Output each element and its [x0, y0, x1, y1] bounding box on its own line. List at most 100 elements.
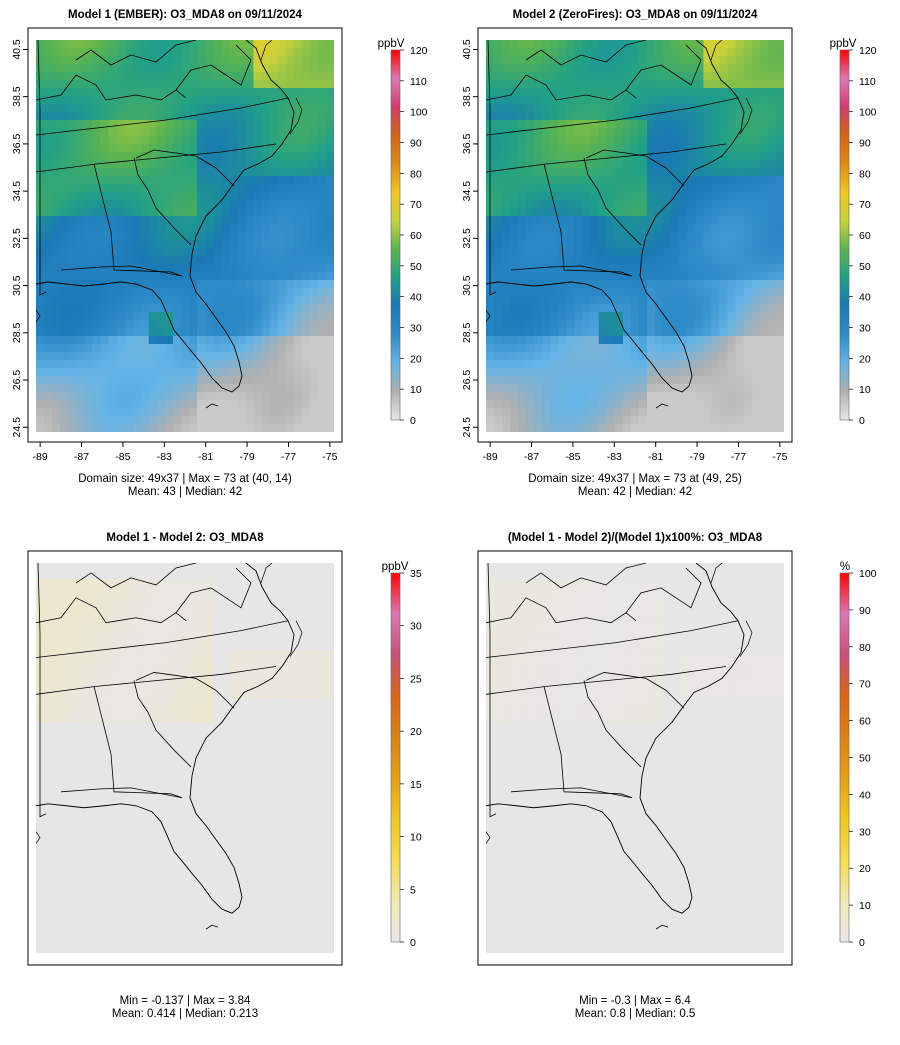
grid-cell [317, 208, 327, 217]
grid-cell [695, 112, 704, 121]
grid-cell [52, 408, 61, 417]
grid-cell [52, 344, 61, 353]
grid-cell [285, 160, 295, 169]
grid-cell [76, 224, 85, 233]
grid-cell [719, 56, 729, 65]
grid-cell [719, 240, 729, 249]
grid-cell [655, 586, 664, 596]
grid-cell [301, 72, 311, 81]
grid-cell [68, 352, 77, 361]
grid-cell [269, 384, 279, 393]
grid-cell [253, 650, 262, 659]
grid-cell [293, 312, 303, 321]
grid-cell [317, 96, 327, 105]
grid-cell [100, 626, 109, 636]
grid-cell [671, 96, 680, 105]
grid-cell [735, 384, 745, 393]
grid-cell [132, 88, 142, 97]
grid-cell [140, 376, 150, 385]
grid-cell [743, 650, 753, 659]
grid-cell [44, 714, 53, 723]
grid-cell [655, 392, 664, 401]
grid-cell [743, 376, 753, 385]
grid-cell [695, 80, 704, 89]
grid-cell [309, 328, 319, 337]
grid-cell [759, 184, 769, 193]
grid-cell [518, 152, 527, 161]
grid-cell [542, 72, 551, 81]
grid-cell [510, 112, 519, 121]
grid-cell [60, 248, 69, 257]
grid-cell [630, 578, 640, 588]
grid-cell [590, 272, 600, 281]
grid-cell [84, 368, 93, 377]
colorbar-tick-label: 110 [859, 76, 876, 88]
grid-cell [494, 368, 503, 377]
grid-cell [245, 216, 254, 225]
grid-cell [751, 650, 761, 659]
grid-cell [156, 392, 166, 401]
grid-cell [542, 88, 551, 97]
grid-cell [711, 368, 720, 377]
grid-cell [695, 424, 704, 432]
grid-cell [76, 352, 85, 361]
grid-cell [639, 424, 648, 432]
grid-cell [550, 48, 559, 57]
grid-cell [197, 160, 206, 169]
grid-cell [510, 184, 519, 193]
grid-cell [759, 296, 769, 305]
grid-cell [84, 64, 93, 73]
grid-cell [68, 120, 77, 129]
grid-cell [590, 200, 600, 209]
grid-cell [751, 400, 761, 409]
grid-cell [293, 320, 303, 329]
grid-cell [558, 384, 567, 393]
grid-cell [679, 336, 688, 345]
grid-cell [132, 706, 142, 715]
grid-cell [317, 666, 327, 675]
grid-cell [164, 48, 174, 57]
grid-cell [630, 658, 640, 667]
grid-cell [92, 642, 101, 651]
grid-cell [261, 112, 270, 121]
grid-cell [269, 112, 279, 121]
grid-cell [671, 152, 680, 161]
grid-cell [486, 56, 495, 65]
grid-cell [116, 200, 125, 209]
grid-cell [534, 248, 543, 257]
grid-cell [639, 200, 648, 209]
colorbar-tick-label: 80 [410, 168, 422, 180]
grid-cell [534, 320, 543, 329]
grid-cell [598, 128, 608, 137]
grid-cell [502, 88, 511, 97]
grid-cell [614, 368, 624, 377]
grid-cell [269, 96, 279, 105]
grid-cell [76, 666, 85, 675]
grid-cell [630, 304, 640, 313]
grid-cell [52, 328, 61, 337]
grid-cell [301, 104, 311, 113]
grid-cell [172, 200, 182, 209]
grid-cell [229, 96, 238, 105]
grid-cell [630, 152, 640, 161]
grid-cell [172, 248, 182, 257]
grid-cell [245, 40, 254, 49]
grid-cell [759, 328, 769, 337]
grid-cell [558, 208, 567, 217]
grid-cell [590, 594, 600, 604]
grid-cell [189, 176, 198, 185]
grid-cell [269, 64, 279, 73]
grid-cell [695, 40, 704, 49]
grid-cell [76, 304, 85, 313]
grid-cell [647, 586, 656, 596]
grid-cell [245, 658, 254, 667]
grid-cell [84, 240, 93, 249]
grid-cell [582, 320, 592, 329]
grid-cell [518, 296, 527, 305]
grid-cell [518, 690, 527, 699]
grid-cell [269, 296, 279, 305]
grid-cell [695, 96, 704, 105]
grid-cell [655, 360, 664, 369]
grid-cell [277, 296, 287, 305]
grid-cell [76, 368, 85, 377]
